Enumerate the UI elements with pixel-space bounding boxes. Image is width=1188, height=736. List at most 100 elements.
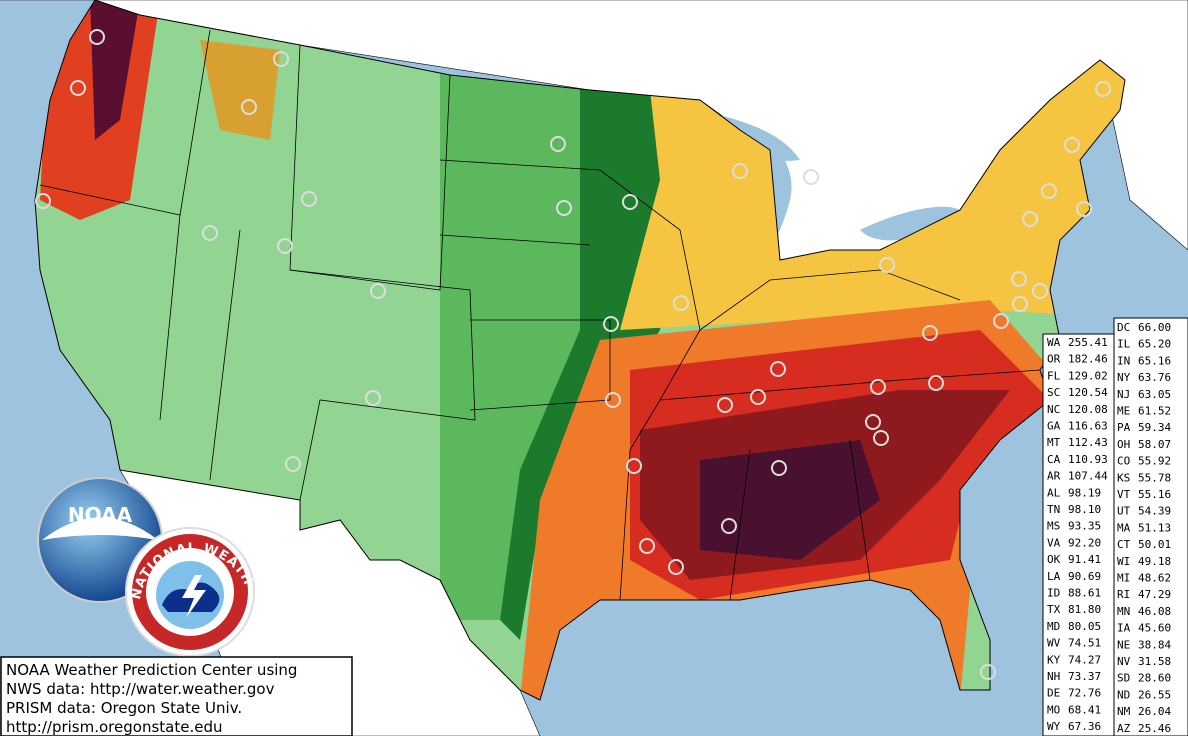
state-code: NH	[1047, 670, 1060, 683]
state-code: TN	[1047, 503, 1060, 516]
state-code: RI	[1117, 588, 1130, 601]
state-code: NM	[1117, 705, 1131, 718]
state-code: FL	[1047, 369, 1061, 382]
state-code: LA	[1047, 570, 1061, 583]
state-code: ID	[1047, 587, 1060, 600]
station	[277, 238, 293, 254]
table-right-bg	[1113, 317, 1188, 736]
state-value: 65.20	[1138, 338, 1171, 351]
state-code: NC	[1047, 403, 1060, 416]
station	[1011, 271, 1027, 287]
station	[771, 460, 787, 476]
state-code: IN	[1117, 354, 1130, 367]
state-code: WY	[1047, 720, 1061, 733]
state-borders	[39, 29, 1041, 601]
mid-green	[440, 60, 620, 620]
state-code: CA	[1047, 453, 1061, 466]
credit-line: NWS data: http://water.weather.gov	[6, 680, 275, 698]
state-code: GA	[1047, 420, 1061, 433]
state-value: 110.93	[1068, 453, 1108, 466]
state-value: 31.58	[1138, 655, 1171, 668]
mt-yellow	[200, 40, 280, 140]
state-value: 120.08	[1068, 403, 1108, 416]
station	[732, 163, 748, 179]
station	[980, 664, 996, 680]
station	[1095, 81, 1111, 97]
station	[668, 559, 684, 575]
state-code: PA	[1117, 421, 1131, 434]
station	[1012, 296, 1028, 312]
state-code: DE	[1047, 687, 1060, 700]
state-value: 80.05	[1068, 620, 1101, 633]
state-code: OH	[1117, 438, 1130, 451]
station	[750, 389, 766, 405]
station	[626, 458, 642, 474]
station	[241, 99, 257, 115]
state-value: 120.54	[1068, 386, 1108, 399]
station	[1076, 201, 1092, 217]
state-value: 26.55	[1138, 688, 1171, 701]
station	[70, 80, 86, 96]
state-value: 48.62	[1138, 572, 1171, 585]
station	[1022, 211, 1038, 227]
state-code: OK	[1047, 553, 1061, 566]
state-value: 182.46	[1068, 353, 1108, 366]
station	[556, 200, 572, 216]
state-code: CT	[1117, 538, 1131, 551]
state-value: 63.76	[1138, 371, 1171, 384]
station	[803, 169, 819, 185]
state-value: 26.04	[1138, 705, 1171, 718]
state-value: 54.39	[1138, 505, 1171, 518]
state-value: 51.13	[1138, 521, 1171, 534]
state-code: ME	[1117, 405, 1130, 418]
station	[89, 29, 105, 45]
state-code: UT	[1117, 505, 1131, 518]
state-code: KS	[1117, 471, 1130, 484]
maroon	[700, 440, 880, 560]
state-code: MD	[1047, 620, 1060, 633]
station	[202, 225, 218, 241]
state-code: NY	[1117, 371, 1131, 384]
station	[873, 430, 889, 446]
state-code: OR	[1047, 353, 1061, 366]
credit-line: PRISM data: Oregon State Univ.	[6, 699, 242, 717]
state-value: 88.61	[1068, 587, 1101, 600]
state-code: NE	[1117, 638, 1130, 651]
state-code: MN	[1117, 605, 1130, 618]
station	[870, 379, 886, 395]
state-code: IL	[1117, 338, 1131, 351]
state-value: 25.46	[1138, 722, 1171, 735]
station	[35, 193, 51, 209]
state-value: 59.34	[1138, 421, 1171, 434]
state-value: 129.02	[1068, 369, 1108, 382]
state-value: 74.51	[1068, 637, 1101, 650]
state-value: 65.16	[1138, 354, 1171, 367]
state-value: 63.05	[1138, 388, 1171, 401]
state-code: ND	[1117, 688, 1130, 701]
state-value: 93.35	[1068, 520, 1101, 533]
state-value: 45.60	[1138, 622, 1171, 635]
station	[301, 191, 317, 207]
station	[365, 390, 381, 406]
station	[922, 325, 938, 341]
credit-bg	[0, 656, 353, 736]
state-code: VT	[1117, 488, 1131, 501]
state-value: 91.41	[1068, 553, 1101, 566]
station	[273, 51, 289, 67]
state-code: MA	[1117, 521, 1131, 534]
station	[1032, 283, 1048, 299]
state-code: AZ	[1117, 722, 1131, 735]
state-code: AL	[1047, 486, 1061, 499]
state-code: AR	[1047, 470, 1061, 483]
state-table: WA 255.41 OR 182.46 FL 129.02 SC 120.54 NC 120.08…	[1042, 317, 1188, 736]
state-value: 46.08	[1138, 605, 1171, 618]
state-value: 74.27	[1068, 653, 1101, 666]
state-code: SC	[1047, 386, 1060, 399]
state-value: 66.00	[1138, 321, 1171, 334]
state-value: 55.78	[1138, 471, 1171, 484]
credit-box: NOAA Weather Prediction Center using NWS…	[0, 656, 353, 736]
station	[673, 295, 689, 311]
state-code: WV	[1047, 637, 1061, 650]
station	[622, 194, 638, 210]
